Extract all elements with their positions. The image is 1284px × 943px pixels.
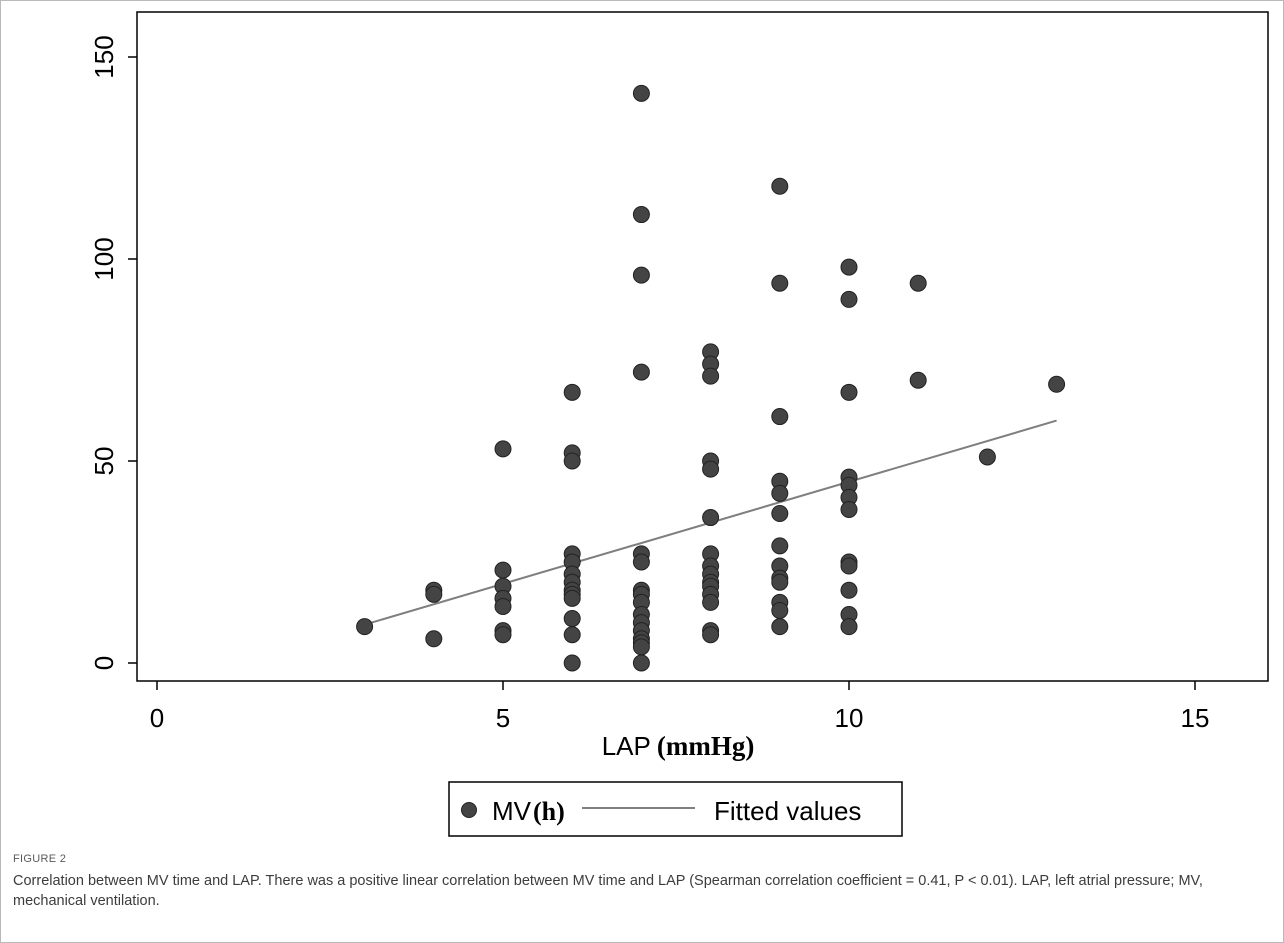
data-point bbox=[494, 440, 512, 458]
data-point bbox=[702, 626, 720, 644]
y-axis: 0 50 100 150 bbox=[89, 35, 137, 670]
data-point bbox=[840, 290, 858, 308]
data-point bbox=[771, 177, 789, 195]
x-tick-label: 10 bbox=[835, 703, 864, 733]
data-point bbox=[840, 383, 858, 401]
data-point bbox=[840, 618, 858, 636]
data-point bbox=[632, 638, 650, 656]
y-tick-label: 150 bbox=[89, 35, 119, 78]
legend-label-fitted: Fitted values bbox=[714, 796, 861, 826]
data-point bbox=[771, 618, 789, 636]
data-point bbox=[771, 573, 789, 591]
data-point bbox=[632, 266, 650, 284]
y-tick-label: 100 bbox=[89, 237, 119, 280]
data-point bbox=[702, 593, 720, 611]
x-axis-title: LAP (mmHg) bbox=[602, 731, 755, 761]
figure-label: FIGURE 2 bbox=[13, 853, 67, 865]
scatter-chart: 0 50 100 150 0 5 10 15 LAP (mmHg) MV(h) Fitted … bbox=[89, 11, 1269, 837]
y-tick-label: 0 bbox=[89, 656, 119, 670]
x-tick-label: 5 bbox=[496, 703, 510, 733]
data-point bbox=[563, 383, 581, 401]
caption-text: Correlation between MV time and LAP. The… bbox=[13, 873, 1203, 909]
data-point bbox=[563, 610, 581, 628]
data-point bbox=[425, 585, 443, 603]
data-point bbox=[494, 597, 512, 615]
x-axis: 0 5 10 15 bbox=[150, 681, 1210, 733]
figure-caption: FIGURE 2 Correlation between MV time and… bbox=[13, 853, 1271, 911]
x-tick-label: 15 bbox=[1181, 703, 1210, 733]
mv-points bbox=[356, 84, 1066, 672]
legend-marker-mv bbox=[461, 802, 477, 818]
data-point bbox=[563, 626, 581, 644]
data-point bbox=[494, 626, 512, 644]
plot-area bbox=[136, 11, 1269, 682]
data-point bbox=[563, 452, 581, 470]
data-point bbox=[702, 509, 720, 527]
data-point bbox=[978, 448, 996, 466]
x-tick-label: 0 bbox=[150, 703, 164, 733]
data-point bbox=[771, 484, 789, 502]
data-point bbox=[632, 553, 650, 571]
data-point bbox=[771, 408, 789, 426]
data-point bbox=[1048, 375, 1066, 393]
data-point bbox=[425, 630, 443, 648]
data-point bbox=[771, 274, 789, 292]
legend-label-mv: MV(h) bbox=[492, 796, 565, 826]
data-point bbox=[632, 363, 650, 381]
data-point bbox=[563, 654, 581, 672]
data-point bbox=[771, 505, 789, 523]
data-point bbox=[632, 84, 650, 102]
data-point bbox=[840, 500, 858, 518]
data-point bbox=[840, 258, 858, 276]
data-point bbox=[771, 601, 789, 619]
data-point bbox=[632, 654, 650, 672]
data-point bbox=[771, 537, 789, 555]
data-point bbox=[840, 581, 858, 599]
data-point bbox=[840, 557, 858, 575]
data-point bbox=[356, 618, 374, 636]
y-tick-label: 50 bbox=[89, 447, 119, 476]
data-point bbox=[702, 460, 720, 478]
data-point bbox=[632, 206, 650, 224]
data-point bbox=[563, 589, 581, 607]
legend: MV(h) Fitted values bbox=[448, 781, 903, 837]
data-point bbox=[702, 367, 720, 385]
data-point bbox=[909, 274, 927, 292]
data-point bbox=[909, 371, 927, 389]
data-point bbox=[494, 561, 512, 579]
